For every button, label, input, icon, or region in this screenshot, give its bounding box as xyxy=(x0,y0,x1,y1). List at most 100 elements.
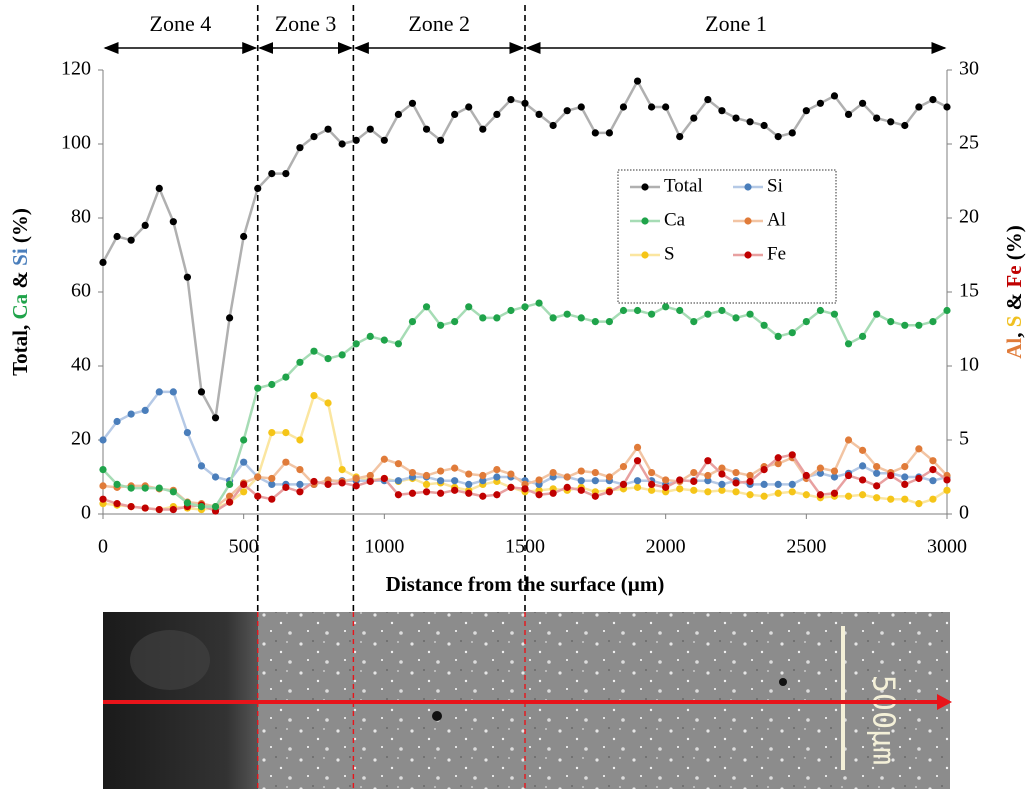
data-point xyxy=(366,332,374,340)
data-point xyxy=(943,486,951,494)
axis-title-part: S xyxy=(1002,316,1026,328)
data-point xyxy=(521,303,529,311)
data-point xyxy=(746,118,754,126)
data-point xyxy=(338,140,346,148)
legend-label: Total xyxy=(664,175,703,196)
data-point xyxy=(591,318,599,326)
data-point xyxy=(282,458,290,466)
data-point xyxy=(268,495,276,503)
data-point xyxy=(183,273,191,281)
sem-patch xyxy=(130,630,210,690)
data-point xyxy=(788,480,796,488)
data-point xyxy=(268,380,276,389)
data-point xyxy=(240,436,248,444)
data-point xyxy=(887,118,895,126)
data-point xyxy=(422,471,431,480)
data-point xyxy=(493,473,501,481)
data-point xyxy=(788,488,796,496)
y2-tick-label: 20 xyxy=(959,206,979,228)
data-point xyxy=(324,399,332,407)
data-point xyxy=(141,484,149,492)
data-point xyxy=(99,466,107,474)
y2-tick-label: 25 xyxy=(959,132,979,154)
data-point xyxy=(774,454,782,462)
data-point xyxy=(493,466,501,474)
data-point xyxy=(408,468,417,477)
data-point xyxy=(465,103,473,111)
data-point xyxy=(507,470,515,478)
data-point xyxy=(760,466,768,474)
data-point xyxy=(662,483,670,491)
legend-marker xyxy=(641,217,649,225)
data-point xyxy=(774,480,782,488)
data-point xyxy=(155,388,163,396)
data-point xyxy=(830,310,839,318)
legend-label: Si xyxy=(767,175,783,196)
data-point xyxy=(760,492,768,500)
data-point xyxy=(352,136,360,144)
data-point xyxy=(873,310,881,318)
data-point xyxy=(718,470,726,478)
data-point xyxy=(830,489,839,497)
axis-title-part: & xyxy=(8,266,32,294)
data-point xyxy=(648,486,656,494)
data-point xyxy=(577,467,585,475)
data-point xyxy=(929,457,937,465)
data-point xyxy=(226,314,234,322)
axis-title-part: Si xyxy=(8,248,32,266)
data-point xyxy=(338,466,346,474)
data-point xyxy=(577,477,585,485)
data-point xyxy=(577,314,585,322)
data-point xyxy=(141,504,149,512)
data-point xyxy=(802,107,810,115)
data-point xyxy=(549,121,557,130)
data-point xyxy=(901,463,909,471)
profile-arrow-head xyxy=(937,694,952,710)
data-point xyxy=(127,236,135,244)
data-point xyxy=(901,480,909,488)
zone-label: Zone 1 xyxy=(705,11,767,36)
data-point xyxy=(465,480,473,488)
axis-title-part: Fe xyxy=(1002,265,1026,287)
data-point xyxy=(380,455,388,463)
data-point xyxy=(859,332,867,340)
data-point xyxy=(718,107,726,115)
data-point xyxy=(99,482,107,490)
data-point xyxy=(704,457,712,465)
data-point xyxy=(99,258,107,266)
data-point xyxy=(408,99,417,107)
legend-marker xyxy=(744,183,752,191)
data-point xyxy=(99,495,107,503)
data-point xyxy=(437,136,445,144)
data-point xyxy=(380,336,388,344)
data-point xyxy=(127,410,135,418)
data-point xyxy=(197,388,206,396)
data-point xyxy=(704,471,712,480)
data-point xyxy=(451,318,459,326)
y2-tick-label: 15 xyxy=(959,280,979,302)
data-point xyxy=(422,480,431,488)
data-point xyxy=(408,318,417,326)
data-point xyxy=(830,473,839,481)
data-point xyxy=(521,99,529,107)
data-point xyxy=(662,303,670,311)
axis-title-part: Al xyxy=(1002,338,1026,359)
data-point xyxy=(155,184,163,192)
axis-title-part: Ca xyxy=(8,293,32,319)
axis-title-part: , xyxy=(1002,327,1026,338)
data-point xyxy=(718,306,726,315)
data-point xyxy=(859,462,867,470)
data-point xyxy=(774,133,782,141)
data-point xyxy=(816,469,825,477)
data-point xyxy=(169,505,177,514)
data-point xyxy=(310,133,318,141)
data-point xyxy=(887,318,895,326)
data-point xyxy=(676,133,684,141)
data-point xyxy=(732,468,740,477)
y-tick-label: 100 xyxy=(61,132,91,154)
data-point xyxy=(619,480,628,488)
data-point xyxy=(479,477,487,485)
axis-title-part: Total, xyxy=(8,320,32,376)
data-point xyxy=(226,498,234,506)
data-point xyxy=(296,466,304,474)
